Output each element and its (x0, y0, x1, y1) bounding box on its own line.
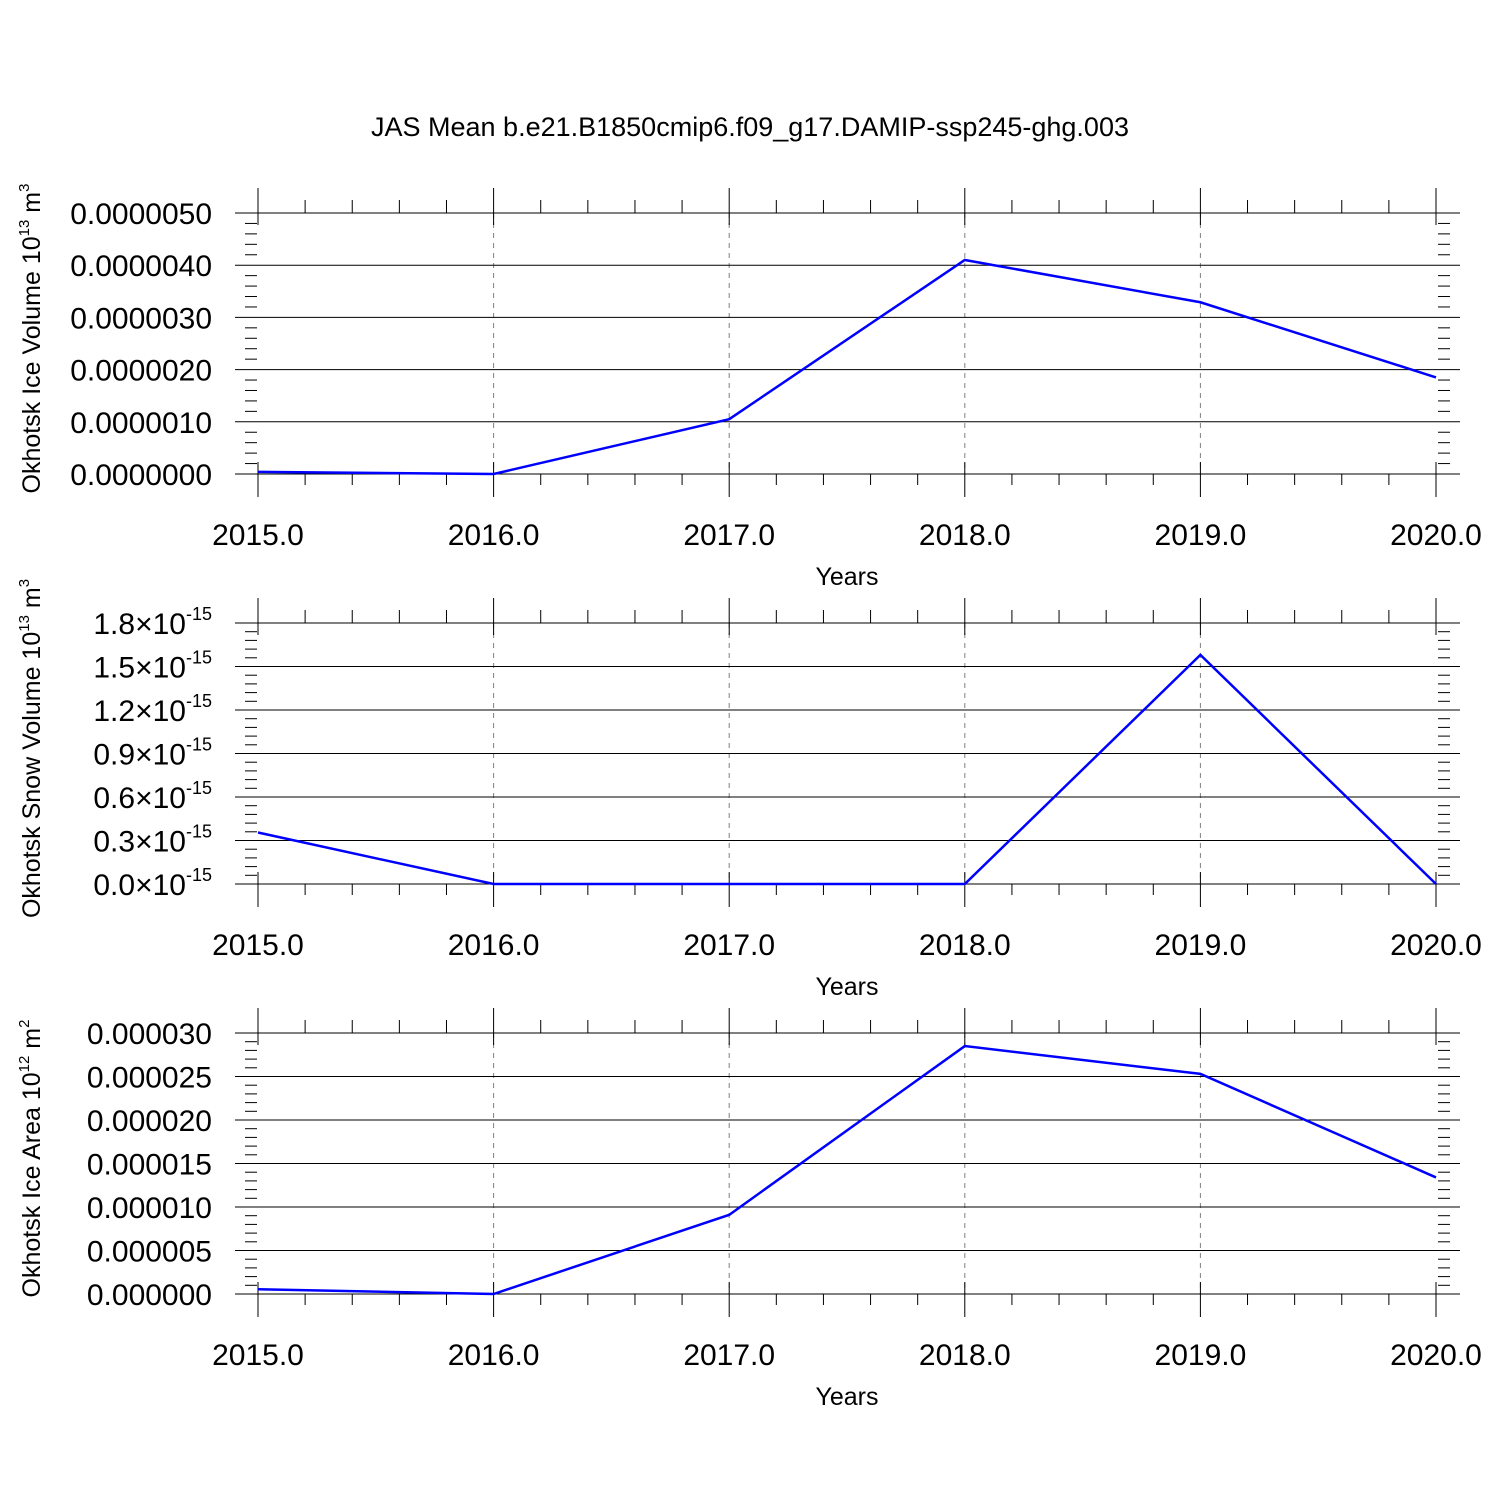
y-tick-label: 1.8×10-15 (93, 604, 212, 641)
y-tick-mantissa: 0.9 (93, 739, 135, 772)
y-tick-label: 0.000025 (87, 1062, 212, 1095)
y-tick-label: 0.0×10-15 (93, 865, 212, 902)
y-axis-unit: m (18, 192, 46, 220)
series-line (257, 1044, 1437, 1296)
y-tick-label: 0.000015 (87, 1149, 212, 1182)
y-tick-label: 0.0000040 (70, 250, 212, 283)
y-axis-unit-power: 2 (16, 1020, 33, 1028)
y-tick-exponent: -15 (186, 865, 212, 885)
y-axis-label: Okhotsk Ice Area 1012 m2 (16, 1020, 46, 1298)
x-tick-label: 2018.0 (919, 929, 1011, 962)
y-tick-mantissa: 1.8 (93, 608, 135, 641)
panel-3: 0.000030 0.000025 0.000020 0.000015 0.000010… (16, 1008, 1482, 1411)
y-tick-label: 0.000010 (87, 1192, 212, 1225)
y-axis-unit-exp: 13 (16, 220, 33, 237)
times-sign: × (135, 869, 153, 902)
y-tick-exponent: -15 (186, 822, 212, 842)
y-tick-label: 0.000000 (87, 1279, 212, 1312)
y-axis-label-text: Okhotsk Ice Area (18, 1100, 46, 1297)
y-tick-exponent: -15 (186, 604, 212, 624)
y-tick-base: 10 (153, 695, 186, 728)
times-sign: × (135, 826, 153, 859)
panel-1: 0.0000050 0.0000040 0.0000030 0.0000020 0.00… (16, 184, 1482, 591)
x-tick-label: 2017.0 (683, 1339, 775, 1372)
series-line (257, 258, 1437, 476)
x-tick-label: 2019.0 (1155, 1339, 1247, 1372)
y-axis-unit-base: 10 (18, 632, 46, 660)
y-tick-label: 0.000005 (87, 1236, 212, 1269)
x-tick-label: 2020.0 (1390, 929, 1482, 962)
times-sign: × (135, 608, 153, 641)
x-tick-label: 2019.0 (1155, 929, 1247, 962)
y-axis-label-text: Okhotsk Ice Volume (18, 264, 46, 493)
y-axis-unit: m (18, 587, 46, 615)
times-sign: × (135, 782, 153, 815)
times-sign: × (135, 652, 153, 685)
y-tick-base: 10 (153, 782, 186, 815)
y-axis-unit-base: 10 (18, 236, 46, 264)
figure-title: JAS Mean b.e21.B1850cmip6.f09_g17.DAMIP-… (371, 112, 1129, 142)
y-axis-unit-power: 3 (16, 579, 33, 587)
x-tick-label: 2015.0 (212, 929, 304, 962)
y-tick-exponent: -15 (186, 648, 212, 668)
times-sign: × (135, 739, 153, 772)
y-tick-label: 1.2×10-15 (93, 691, 212, 728)
y-tick-exponent: -15 (186, 691, 212, 711)
x-tick-label: 2016.0 (448, 519, 540, 552)
y-tick-label: 0.6×10-15 (93, 778, 212, 815)
y-tick-base: 10 (153, 826, 186, 859)
times-sign: × (135, 695, 153, 728)
y-tick-mantissa: 0.3 (93, 826, 135, 859)
y-axis-label: Okhotsk Ice Volume 1013 m3 (16, 184, 46, 494)
y-axis-label-text: Okhotsk Snow Volume (18, 660, 46, 918)
y-tick-label: 0.0000050 (70, 198, 212, 231)
x-tick-label: 2016.0 (448, 1339, 540, 1372)
y-tick-label: 0.000030 (87, 1018, 212, 1051)
y-axis-unit: m (18, 1028, 46, 1056)
y-axis-unit-exp: 13 (16, 615, 33, 632)
y-tick-base: 10 (153, 652, 186, 685)
y-tick-label: 0.0000030 (70, 302, 212, 335)
y-tick-exponent: -15 (186, 735, 212, 755)
x-tick-label: 2015.0 (212, 1339, 304, 1372)
y-tick-base: 10 (153, 869, 186, 902)
x-tick-label: 2018.0 (919, 519, 1011, 552)
x-tick-label: 2019.0 (1155, 519, 1247, 552)
y-tick-base: 10 (153, 739, 186, 772)
x-axis-label: Years (815, 973, 878, 1001)
x-axis-label: Years (815, 1383, 878, 1411)
y-tick-label: 0.000020 (87, 1105, 212, 1138)
y-tick-label: 0.0000010 (70, 407, 212, 440)
x-tick-label: 2020.0 (1390, 519, 1482, 552)
y-axis-unit-exp: 12 (16, 1056, 33, 1073)
x-tick-label: 2017.0 (683, 929, 775, 962)
y-tick-mantissa: 1.2 (93, 695, 135, 728)
y-axis-unit-base: 10 (18, 1072, 46, 1100)
y-tick-mantissa: 1.5 (93, 652, 135, 685)
y-tick-label: 0.3×10-15 (93, 822, 212, 859)
x-tick-label: 2020.0 (1390, 1339, 1482, 1372)
y-tick-mantissa: 0.6 (93, 782, 135, 815)
y-tick-mantissa: 0.0 (93, 869, 135, 902)
x-tick-label: 2015.0 (212, 519, 304, 552)
y-tick-label: 1.5×10-15 (93, 648, 212, 685)
x-tick-label: 2017.0 (683, 519, 775, 552)
y-tick-label: 0.0000000 (70, 459, 212, 492)
y-tick-label: 0.0000020 (70, 355, 212, 388)
y-axis-unit-power: 3 (16, 184, 33, 192)
x-tick-label: 2016.0 (448, 929, 540, 962)
panel-2: 1.8×10-151.5×10-151.2×10-150.9×10-150.6×… (16, 579, 1482, 1001)
y-axis-label: Okhotsk Snow Volume 1013 m3 (16, 579, 46, 918)
y-tick-label: 0.9×10-15 (93, 735, 212, 772)
x-axis-label: Years (815, 563, 878, 591)
series-line (257, 653, 1437, 886)
x-tick-label: 2018.0 (919, 1339, 1011, 1372)
y-tick-base: 10 (153, 608, 186, 641)
y-tick-exponent: -15 (186, 778, 212, 798)
